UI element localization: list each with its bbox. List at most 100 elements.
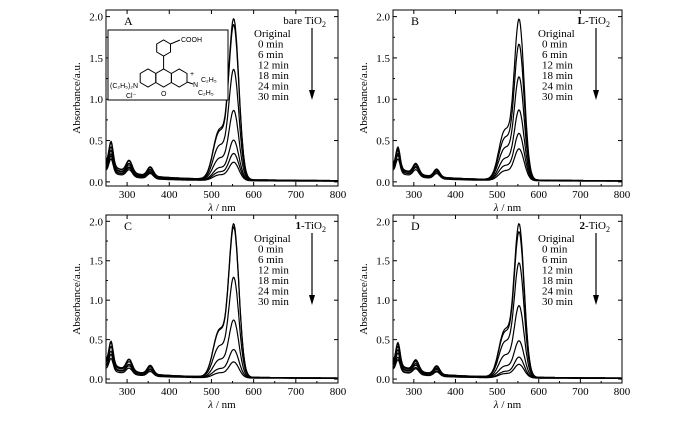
plot-frame: [105, 9, 339, 187]
title-subscript: 2: [322, 20, 326, 29]
x-tick-label: 500: [203, 386, 220, 398]
series-line-1: [392, 43, 622, 182]
x-tick-label: 400: [161, 189, 178, 201]
series-line-5: [105, 357, 338, 380]
series-line-6: [105, 158, 338, 182]
x-tick-label: 500: [489, 386, 506, 398]
chart-panel-b: 300 400 500 600 700 800 0.0 0.5 1.0 1.5 2.0 λ / nm A…: [358, 9, 631, 214]
panel-title: 1-TiO2: [296, 220, 327, 234]
title-prefix: bare TiO: [283, 15, 322, 27]
panel-title: L-TiO2: [578, 15, 610, 29]
legend-entry: 18 min: [542, 70, 573, 82]
x-tick-label: 700: [572, 189, 589, 201]
y-tick-label: 0.0: [376, 374, 390, 386]
y-tick-label: 1.0: [376, 94, 390, 106]
x-axis-symbol: λ: [207, 399, 213, 411]
series-line-0: [105, 223, 338, 379]
series-group: [105, 223, 338, 380]
legend-entry: 24 min: [542, 81, 573, 93]
x-axis-symbol: λ: [207, 202, 213, 214]
x-tick-label: 700: [288, 189, 305, 201]
y-tick-label: 1.0: [89, 295, 103, 307]
x-axis-symbol: λ: [493, 202, 499, 214]
label-plus: +: [190, 71, 194, 78]
legend-entry: 30 min: [258, 296, 289, 308]
series-line-3: [105, 319, 338, 379]
legend-entry: 30 min: [542, 296, 573, 308]
legend-entry: 12 min: [542, 265, 573, 277]
x-axis-unit: / nm: [499, 399, 522, 411]
legend-entry: 6 min: [258, 49, 284, 61]
x-tick-label: 700: [288, 386, 305, 398]
decrease-arrow-head: [593, 295, 599, 305]
title-subscript: 2: [322, 225, 326, 234]
legend-entry: 18 min: [258, 275, 289, 287]
title-suffix: -TiO: [301, 220, 322, 232]
y-axis-label: Absorbance/a.u.: [71, 263, 83, 335]
panel-letter: A: [124, 14, 133, 28]
label-right-n: N: [193, 82, 198, 89]
bond-cooh: [170, 39, 181, 45]
panel-letter: B: [411, 14, 419, 28]
legend-entry: 0 min: [258, 39, 284, 51]
legend-entry: 30 min: [542, 91, 573, 103]
legend-entry: 24 min: [542, 286, 573, 298]
x-tick-label: 500: [489, 189, 506, 201]
series-line-1: [105, 226, 338, 379]
series-line-6: [392, 359, 622, 380]
x-tick-label: 700: [572, 386, 589, 398]
title-bold: 2: [580, 220, 586, 232]
y-tick-label: 2.0: [89, 216, 103, 228]
series-group: [392, 18, 622, 182]
x-axis-label: λ / nm: [493, 399, 522, 411]
legend-entry: Original: [538, 28, 575, 40]
title-subscript: 2: [606, 225, 610, 234]
x-axis-label: λ / nm: [207, 399, 236, 411]
label-ethyl-2: C₂H₅: [198, 90, 214, 97]
series-line-5: [392, 148, 622, 182]
decrease-arrow-head: [309, 295, 315, 305]
legend-entry: 24 min: [258, 81, 289, 93]
x-axis-unit: / nm: [213, 399, 236, 411]
legend-entry: 18 min: [258, 70, 289, 82]
chart-panel-d: 300 400 500 600 700 800 0.0 0.5 1.0 1.5 2.0 λ / nm A…: [358, 214, 631, 411]
series-group: [392, 223, 622, 380]
y-tick-label: 0.0: [376, 177, 390, 189]
x-tick-label: 800: [330, 386, 347, 398]
x-tick-label: 600: [530, 189, 547, 201]
title-subscript: 2: [606, 20, 610, 29]
y-tick-label: 2.0: [89, 12, 103, 24]
x-axis-symbol: λ: [493, 399, 499, 411]
plot-frame: [392, 214, 623, 384]
x-tick-label: 600: [530, 386, 547, 398]
label-left-amine: (C₂H₅)₂N: [110, 83, 138, 90]
title-bold: 1: [296, 220, 302, 232]
panel-letter: D: [411, 219, 420, 233]
decrease-arrow-head: [593, 90, 599, 100]
x-tick-label: 300: [119, 386, 136, 398]
x-axis-label: λ / nm: [207, 202, 236, 214]
x-tick-label: 400: [161, 386, 178, 398]
x-tick-label: 300: [119, 189, 136, 201]
series-line-1: [392, 231, 622, 379]
x-tick-label: 400: [447, 386, 464, 398]
y-tick-label: 0.0: [89, 374, 103, 386]
y-tick-label: 0.5: [89, 335, 103, 347]
plot-frame: [392, 9, 623, 187]
label-cooh: COOH: [181, 37, 202, 44]
x-tick-label: 300: [406, 386, 423, 398]
y-tick-label: 0.5: [89, 136, 103, 148]
series-line-3: [392, 305, 622, 379]
legend-entry: 12 min: [258, 265, 289, 277]
panel-letter: C: [124, 219, 132, 233]
chart-panel-a: 300 400 500 600 700 800 0.0 0.5 1.0 1.5 2.0 λ / nm A…: [71, 9, 347, 214]
x-axis-unit: / nm: [499, 202, 522, 214]
x-tick-label: 400: [447, 189, 464, 201]
legend-entry: 12 min: [542, 60, 573, 72]
x-tick-label: 800: [330, 189, 347, 201]
y-tick-label: 1.0: [376, 295, 390, 307]
x-tick-label: 800: [614, 386, 631, 398]
legend-entry: 24 min: [258, 286, 289, 298]
